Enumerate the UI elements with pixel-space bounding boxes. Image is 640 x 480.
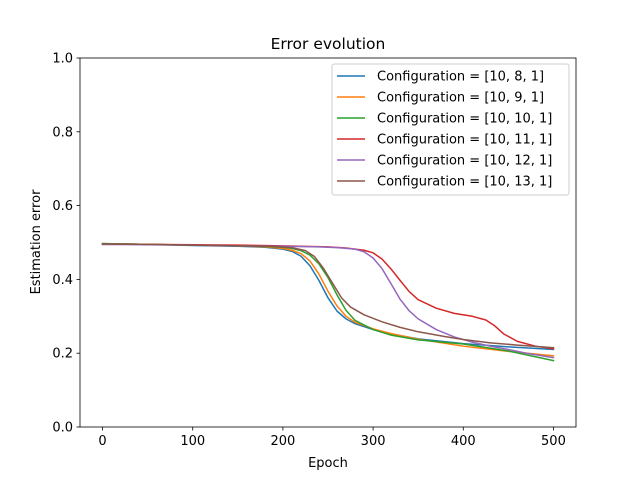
y-tick-label: 1.0 [52,52,73,67]
legend: Configuration = [10, 8, 1] Configuration … [331,63,570,196]
x-tick-label: 0 [98,434,106,449]
legend-label-5: Configuration = [10, 13, 1] [377,175,552,190]
x-tick-label: 500 [541,434,566,449]
series-layer [101,242,555,362]
legend-label-0: Configuration = [10, 8, 1] [377,70,544,85]
series-line-5 [101,243,555,349]
legend-box [331,63,570,196]
x-tick-label: 200 [270,434,295,449]
plot-frame [79,57,577,428]
legend-label-2: Configuration = [10, 10, 1] [377,112,552,127]
y-tick-label: 0.6 [52,199,73,214]
chart-title: Error evolution [271,35,386,53]
y-tick-label: 0.2 [52,347,73,362]
x-axis-label: Epoch [308,456,348,471]
y-tick-label: 0.0 [52,421,73,436]
x-tick-label: 400 [451,434,476,449]
legend-label-4: Configuration = [10, 12, 1] [377,154,552,169]
series-line-0 [101,242,555,351]
legend-label-3: Configuration = [10, 11, 1] [377,133,552,148]
y-tick-label: 0.8 [52,125,73,140]
axes: 0 100 200 300 400 500 0.0 0.2 0.4 0.6 0.8 1.0 [52,52,577,449]
legend-label-1: Configuration = [10, 9, 1] [377,91,544,106]
x-tick-label: 100 [180,434,205,449]
y-tick-label: 0.4 [52,273,73,288]
series-line-1 [101,242,555,357]
series-line-4 [101,243,555,359]
x-tick-label: 300 [361,434,386,449]
y-axis-label: Estimation error [29,189,44,294]
